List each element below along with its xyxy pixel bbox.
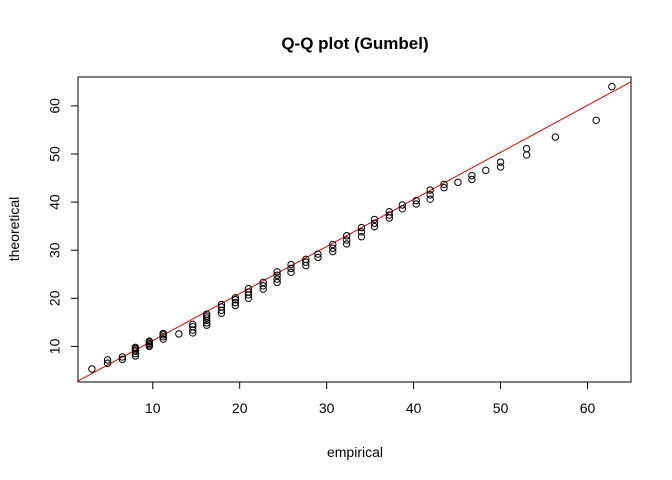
x-tick-label: 40 — [406, 400, 422, 416]
x-axis: 10 20 30 40 50 60 — [145, 381, 596, 416]
x-tick-label: 10 — [145, 400, 161, 416]
data-point — [202, 312, 211, 320]
data-point — [175, 330, 183, 338]
y-tick-label: 10 — [47, 338, 63, 354]
data-point — [287, 260, 295, 269]
data-point — [273, 271, 281, 279]
data-point — [287, 268, 295, 277]
data-point — [551, 133, 560, 141]
data-point — [454, 178, 462, 187]
data-point — [159, 329, 167, 338]
data-point — [398, 205, 407, 213]
data-point — [385, 208, 393, 216]
y-tick-label: 50 — [47, 146, 63, 162]
data-point — [370, 215, 379, 224]
data-point — [217, 303, 226, 311]
data-point — [522, 151, 531, 159]
data-point — [592, 116, 600, 124]
data-point — [244, 284, 253, 293]
data-point — [357, 228, 366, 236]
data-point — [496, 158, 505, 166]
data-point — [231, 298, 240, 307]
y-tick-label: 60 — [47, 98, 63, 114]
data-point — [244, 288, 253, 296]
x-tick-label: 50 — [493, 400, 509, 416]
data-point — [231, 296, 240, 304]
plot-area — [77, 81, 632, 382]
data-point — [103, 359, 112, 367]
data-point — [329, 240, 337, 249]
data-point — [287, 264, 295, 273]
data-point — [118, 353, 127, 361]
data-point — [370, 219, 379, 227]
data-point — [259, 282, 267, 290]
y-axis: 10 20 30 40 50 60 — [47, 98, 79, 354]
x-tick-label: 60 — [580, 400, 596, 416]
data-point — [357, 233, 366, 241]
data-point — [496, 163, 505, 171]
data-point — [273, 278, 281, 287]
x-tick-label: 30 — [319, 400, 335, 416]
data-point — [302, 255, 310, 264]
data-point — [398, 201, 407, 209]
data-points — [88, 82, 616, 373]
data-point — [273, 275, 281, 283]
data-point — [426, 195, 434, 203]
x-axis-label: empirical — [327, 444, 383, 460]
data-point — [217, 300, 226, 309]
data-point — [88, 365, 96, 373]
data-point — [131, 343, 140, 352]
data-point — [259, 278, 267, 287]
reference-line — [77, 81, 632, 382]
data-point — [385, 211, 393, 219]
data-point — [273, 268, 281, 276]
y-tick-label: 20 — [47, 290, 63, 306]
data-point — [440, 183, 448, 192]
data-point — [370, 222, 379, 231]
chart-title: Q-Q plot (Gumbel) — [281, 34, 428, 53]
data-point — [189, 322, 197, 331]
data-point — [202, 310, 211, 318]
data-point — [342, 240, 351, 248]
data-point — [231, 294, 240, 302]
data-point — [468, 175, 476, 184]
data-point — [608, 82, 616, 91]
data-point — [329, 244, 337, 252]
data-point — [217, 306, 226, 315]
data-point — [302, 258, 310, 266]
data-point — [426, 191, 434, 199]
data-point — [342, 236, 351, 244]
x-tick-label: 20 — [232, 400, 248, 416]
data-point — [522, 144, 531, 153]
data-point — [202, 314, 211, 322]
y-axis-label: theoretical — [6, 197, 22, 262]
data-point — [329, 247, 337, 256]
data-point — [440, 180, 448, 188]
data-point — [468, 171, 476, 180]
y-tick-label: 30 — [47, 242, 63, 258]
data-point — [189, 326, 197, 334]
data-point — [314, 253, 322, 262]
y-tick-label: 40 — [47, 194, 63, 210]
data-point — [118, 355, 127, 364]
data-point — [202, 321, 211, 329]
data-point — [103, 356, 112, 364]
data-point — [426, 186, 434, 194]
data-point — [357, 223, 366, 232]
data-point — [159, 335, 167, 343]
data-point — [231, 301, 240, 310]
data-point — [412, 200, 420, 208]
data-point — [145, 337, 153, 345]
data-point — [342, 232, 351, 240]
data-point — [412, 196, 420, 205]
data-point — [314, 250, 322, 258]
data-point — [189, 320, 197, 328]
data-point — [482, 166, 490, 175]
data-point — [159, 333, 167, 341]
